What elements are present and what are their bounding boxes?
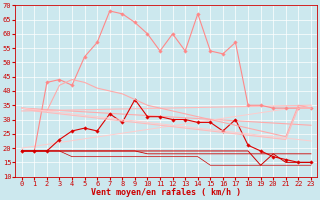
X-axis label: Vent moyen/en rafales ( km/h ): Vent moyen/en rafales ( km/h ) xyxy=(91,188,241,197)
